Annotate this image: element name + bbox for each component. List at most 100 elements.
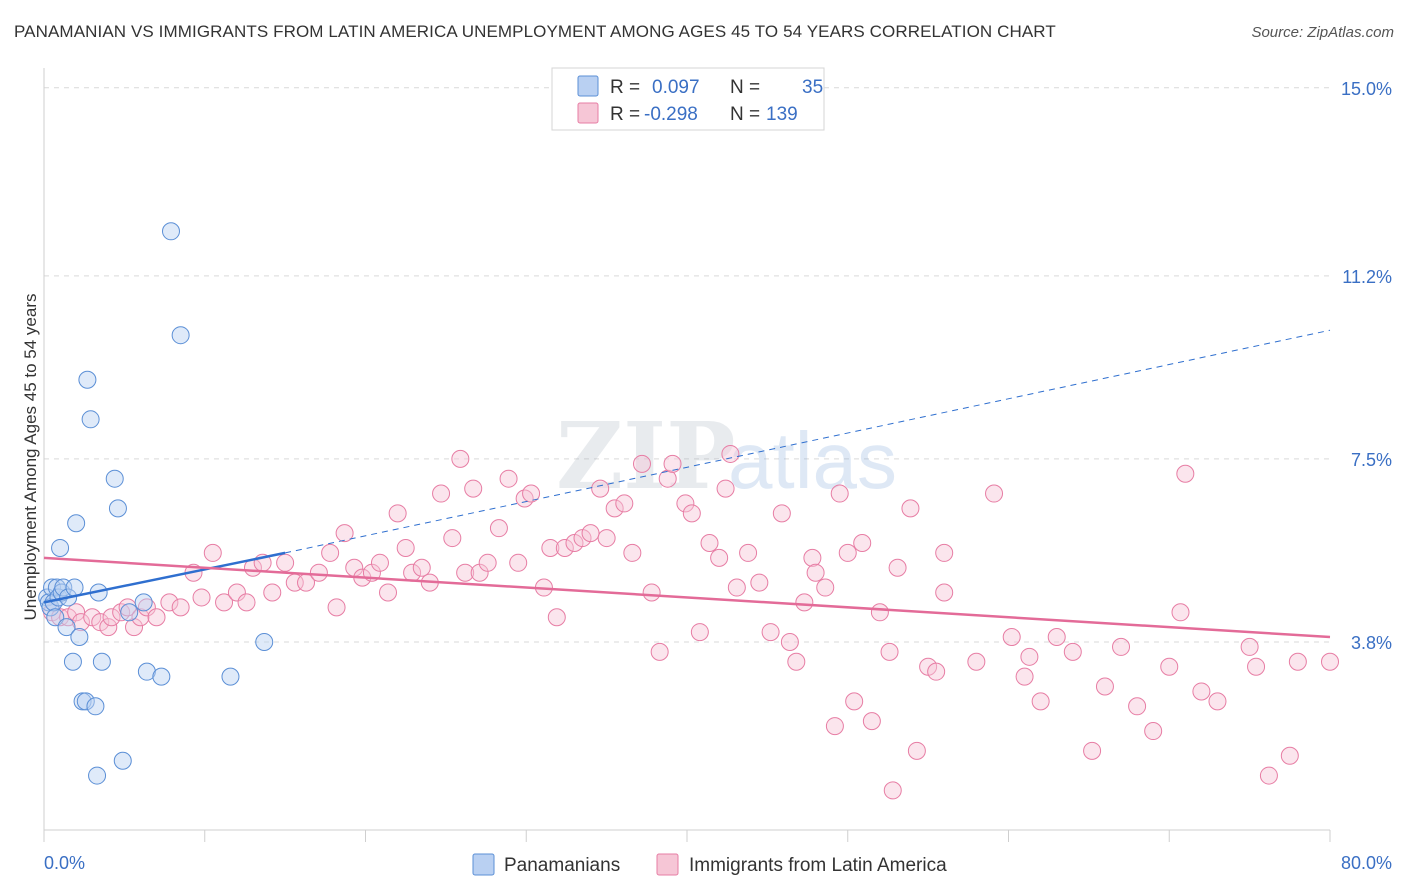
- point-immigrants: [276, 553, 295, 572]
- point-immigrants: [456, 563, 475, 582]
- y-tick-labels: 3.8% 7.5% 11.2% 15.0%: [1341, 79, 1392, 653]
- point-immigrants: [131, 608, 150, 627]
- point-panamanians: [221, 667, 240, 686]
- point-immigrants: [1128, 697, 1147, 716]
- watermark: ZIP atlas: [556, 402, 897, 510]
- point-panamanians: [255, 632, 274, 651]
- point-immigrants: [642, 583, 661, 602]
- point-immigrants: [1192, 682, 1211, 701]
- point-immigrants: [935, 583, 954, 602]
- bottom-legend-label-panamanians: Panamanians: [504, 855, 620, 876]
- point-immigrants: [806, 563, 825, 582]
- point-panamanians: [113, 751, 132, 770]
- point-immigrants: [388, 504, 407, 523]
- point-immigrants: [862, 712, 881, 731]
- y-tick-label: 15.0%: [1341, 79, 1392, 99]
- point-immigrants: [967, 652, 986, 671]
- point-panamanians: [81, 410, 100, 429]
- point-immigrants: [160, 593, 179, 612]
- bottom-legend-label-immigrants: Immigrants from Latin America: [689, 855, 947, 876]
- point-immigrants: [780, 632, 799, 651]
- point-immigrants: [927, 662, 946, 681]
- point-immigrants: [464, 479, 483, 498]
- point-panamanians: [78, 370, 97, 389]
- point-immigrants: [509, 553, 528, 572]
- bottom-legend-swatch-panamanians: [472, 853, 495, 876]
- point-immigrants: [870, 603, 889, 622]
- bottom-legend: Panamanians Immigrants from Latin Americ…: [472, 853, 947, 876]
- point-immigrants: [1208, 692, 1227, 711]
- point-immigrants: [215, 593, 234, 612]
- point-immigrants: [171, 598, 190, 617]
- point-immigrants: [888, 558, 907, 577]
- chart-title: PANAMANIAN VS IMMIGRANTS FROM LATIN AMER…: [14, 22, 1056, 41]
- trendlines: [43, 329, 1331, 639]
- legend-n-label-0: N =: [730, 77, 760, 98]
- point-immigrants: [663, 454, 682, 473]
- trendline-panamanians: [43, 551, 286, 604]
- legend-r-label-0: R =: [610, 77, 640, 98]
- point-immigrants: [237, 593, 256, 612]
- point-immigrants: [739, 543, 758, 562]
- point-immigrants: [1240, 637, 1259, 656]
- point-immigrants: [682, 504, 701, 523]
- legend-n-label-1: N =: [730, 104, 760, 125]
- point-immigrants: [227, 583, 246, 602]
- point-immigrants: [1259, 766, 1278, 785]
- point-immigrants: [147, 608, 166, 627]
- point-immigrants: [263, 583, 282, 602]
- point-immigrants: [581, 524, 600, 543]
- point-immigrants: [1095, 677, 1114, 696]
- point-immigrants: [1031, 692, 1050, 711]
- point-immigrants: [1112, 637, 1131, 656]
- legend-swatch-blue: [577, 75, 599, 97]
- point-immigrants: [605, 499, 624, 518]
- y-tick-label: 11.2%: [1342, 267, 1392, 287]
- point-immigrants: [432, 484, 451, 503]
- point-panamanians: [134, 593, 153, 612]
- stats-legend: R = 0.097 N = 35 R = -0.298 N = 139: [551, 67, 825, 131]
- point-immigrants: [816, 578, 835, 597]
- series-panamanians-points: [38, 222, 274, 785]
- point-panamanians: [108, 499, 127, 518]
- point-immigrants: [883, 781, 902, 800]
- point-immigrants: [761, 623, 780, 642]
- point-immigrants: [650, 642, 669, 661]
- point-immigrants: [716, 479, 735, 498]
- point-immigrants: [795, 593, 814, 612]
- point-immigrants: [499, 469, 518, 488]
- point-immigrants: [327, 598, 346, 617]
- point-immigrants: [1160, 657, 1179, 676]
- point-immigrants: [985, 484, 1004, 503]
- chart-source: Source: ZipAtlas.com: [1251, 24, 1394, 41]
- point-immigrants: [787, 652, 806, 671]
- point-immigrants: [772, 504, 791, 523]
- watermark-atlas: atlas: [728, 416, 897, 505]
- point-immigrants: [102, 608, 121, 627]
- trendline-panamanians-extension: [285, 329, 1331, 554]
- point-immigrants: [335, 524, 354, 543]
- point-immigrants: [750, 573, 769, 592]
- series-immigrants-points: [43, 444, 1339, 800]
- point-immigrants: [522, 484, 541, 503]
- point-panamanians: [105, 469, 124, 488]
- point-immigrants: [935, 543, 954, 562]
- point-immigrants: [541, 538, 560, 557]
- point-immigrants: [67, 603, 86, 622]
- point-immigrants: [555, 538, 574, 557]
- point-immigrants: [1002, 628, 1021, 647]
- point-immigrants: [1020, 647, 1039, 666]
- point-immigrants: [1280, 746, 1299, 765]
- point-immigrants: [676, 494, 695, 513]
- point-immigrants: [478, 553, 497, 572]
- point-immigrants: [1321, 652, 1339, 671]
- point-immigrants: [1144, 722, 1163, 741]
- point-immigrants: [489, 519, 508, 538]
- x-tick-label-max: 80.0%: [1341, 853, 1392, 873]
- point-immigrants: [591, 479, 610, 498]
- point-immigrants: [309, 563, 328, 582]
- point-panamanians: [63, 652, 82, 671]
- point-panamanians: [86, 697, 105, 716]
- point-immigrants: [99, 618, 118, 637]
